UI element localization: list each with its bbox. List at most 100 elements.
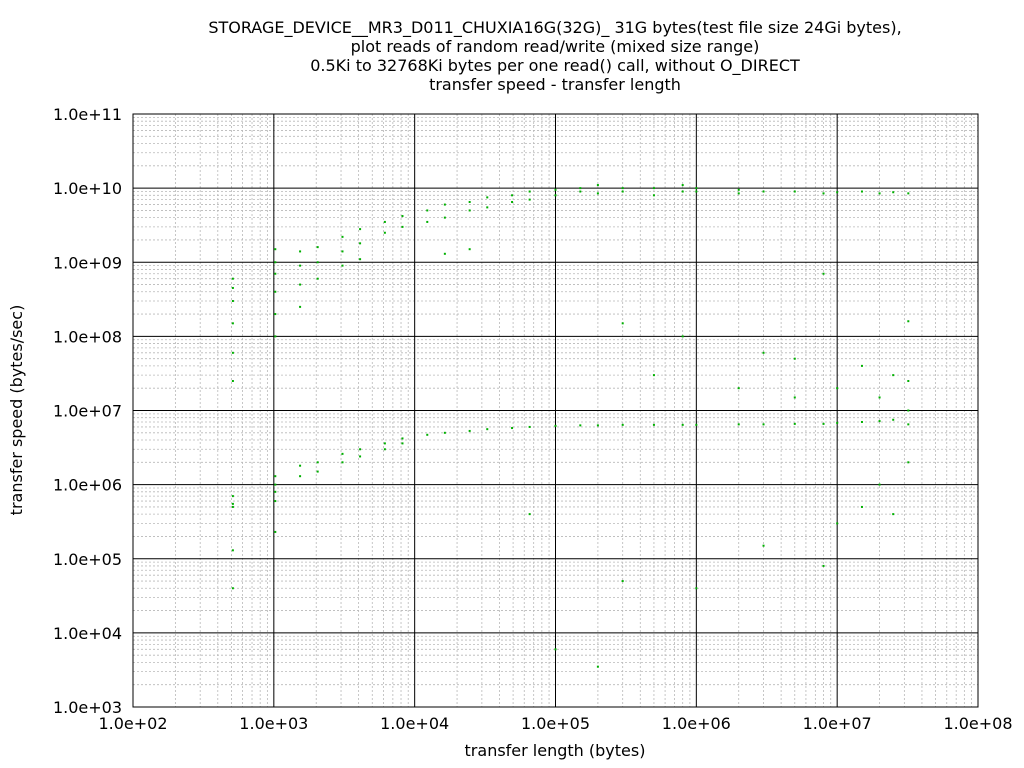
data-point: [231, 286, 234, 289]
title-line: transfer speed - transfer length: [429, 75, 681, 94]
y-tick-label: 1.0e+03: [53, 698, 122, 717]
plot-frame: [132, 113, 979, 708]
title-line: 0.5Ki to 32768Ki bytes per one read() ca…: [310, 56, 800, 76]
x-tick-labels: 1.0e+02 1.0e+03 1.0e+04 1.0e+05 1.0e+06 1.0e+…: [98, 714, 1012, 733]
data-point: [892, 191, 895, 194]
x-tick-label: 1.0e+05: [521, 714, 590, 733]
data-point: [468, 200, 471, 203]
data-point: [621, 190, 624, 193]
data-points: [231, 184, 910, 668]
data-point: [401, 225, 404, 228]
x-tick-label: 1.0e+06: [662, 714, 731, 733]
data-point: [528, 190, 531, 193]
data-point: [231, 380, 234, 383]
data-point: [907, 192, 910, 195]
data-point: [695, 187, 698, 190]
data-point: [878, 396, 881, 399]
data-point: [836, 421, 839, 424]
data-point: [231, 502, 234, 505]
data-point: [907, 409, 910, 412]
data-point: [822, 422, 825, 425]
data-point: [836, 191, 839, 194]
data-point: [878, 192, 881, 195]
data-point: [737, 423, 740, 426]
data-point: [554, 648, 557, 651]
y-tick-labels: 1.0e+03 1.0e+04 1.0e+05 1.0e+06 1.0e+07 1.0e+…: [53, 105, 122, 717]
data-point: [231, 587, 234, 590]
data-point: [554, 188, 557, 191]
y-tick-label: 1.0e+09: [53, 253, 122, 272]
data-point: [401, 215, 404, 218]
data-point: [695, 190, 698, 193]
chart-title: STORAGE_DEVICE__MR3_D011_CHUXIA16G(32G)_…: [208, 18, 901, 94]
data-point: [907, 461, 910, 464]
title-line: STORAGE_DEVICE__MR3_D011_CHUXIA16G(32G)_…: [208, 18, 901, 38]
data-point: [528, 425, 531, 428]
data-point: [579, 424, 582, 427]
data-point: [274, 475, 277, 478]
data-point: [359, 228, 362, 231]
data-point: [486, 428, 489, 431]
y-tick-label: 1.0e+07: [53, 402, 122, 421]
data-point: [274, 272, 277, 275]
data-point: [299, 305, 302, 308]
y-tick-label: 1.0e+08: [53, 327, 122, 346]
data-point: [299, 464, 302, 467]
data-point: [341, 452, 344, 455]
data-point: [486, 206, 489, 209]
data-point: [681, 335, 684, 338]
title-line: plot reads of random read/write (mixed s…: [351, 37, 760, 56]
data-point: [652, 423, 655, 426]
x-tick-label: 1.0e+04: [380, 714, 449, 733]
data-point: [341, 264, 344, 267]
data-point: [762, 351, 765, 354]
data-point: [274, 500, 277, 503]
data-point: [695, 587, 698, 590]
data-point: [528, 198, 531, 201]
data-point: [316, 470, 319, 473]
data-point: [443, 203, 446, 206]
data-point: [596, 192, 599, 195]
data-point: [231, 549, 234, 552]
data-point: [860, 420, 863, 423]
y-tick-label: 1.0e+10: [53, 179, 122, 198]
data-point: [621, 423, 624, 426]
data-point: [316, 246, 319, 249]
data-point: [231, 505, 234, 508]
data-point: [793, 422, 796, 425]
data-point: [652, 374, 655, 377]
data-point: [316, 277, 319, 280]
data-point: [426, 209, 429, 212]
data-point: [892, 418, 895, 421]
data-point: [836, 387, 839, 390]
data-point: [359, 242, 362, 245]
data-point: [299, 264, 302, 267]
data-point: [762, 544, 765, 547]
data-point: [878, 483, 881, 486]
data-point: [681, 423, 684, 426]
x-axis-label: transfer length (bytes): [465, 741, 646, 760]
data-point: [426, 220, 429, 223]
data-point: [822, 272, 825, 275]
x-tick-label: 1.0e+02: [98, 714, 167, 733]
data-point: [822, 564, 825, 567]
data-point: [652, 187, 655, 190]
data-point: [596, 665, 599, 668]
data-point: [621, 322, 624, 325]
data-point: [860, 364, 863, 367]
data-point: [836, 522, 839, 525]
data-point: [579, 187, 582, 190]
data-point: [341, 235, 344, 238]
data-point: [426, 433, 429, 436]
data-point: [359, 448, 362, 451]
data-point: [231, 322, 234, 325]
y-tick-label: 1.0e+11: [53, 105, 122, 124]
major-grid: [133, 114, 978, 707]
data-point: [621, 187, 624, 190]
data-point: [341, 250, 344, 253]
data-point: [695, 423, 698, 426]
data-point: [231, 277, 234, 280]
data-point: [860, 505, 863, 508]
data-point: [681, 190, 684, 193]
